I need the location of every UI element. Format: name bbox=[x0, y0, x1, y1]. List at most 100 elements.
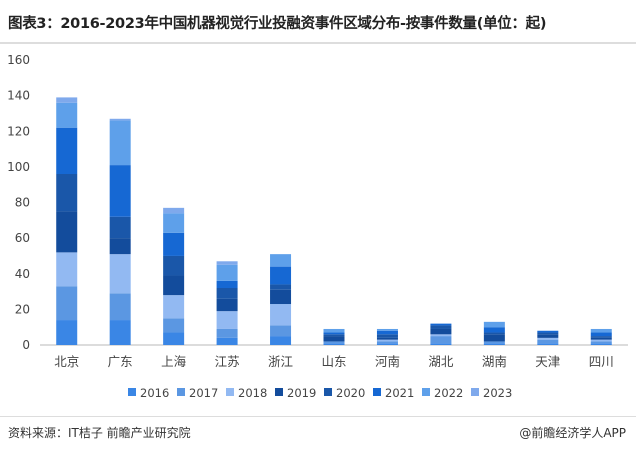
bar-segment-2016 bbox=[270, 336, 292, 345]
bar-segment-2021 bbox=[590, 332, 612, 337]
bar-segment-2020 bbox=[163, 255, 185, 276]
legend-label: 2020 bbox=[336, 386, 365, 400]
bar-segment-2021 bbox=[323, 332, 345, 335]
legend-swatch-2023 bbox=[471, 388, 479, 396]
bar-segment-2021 bbox=[56, 127, 78, 174]
bar-segment-2019 bbox=[590, 337, 612, 340]
bar-segment-2020 bbox=[430, 325, 452, 329]
y-tick-label: 40 bbox=[15, 267, 30, 281]
bar-segment-2021 bbox=[216, 280, 238, 288]
x-tick-label: 江苏 bbox=[215, 354, 240, 369]
bar-segment-2022 bbox=[483, 321, 505, 328]
x-tick-label: 湖南 bbox=[482, 354, 507, 369]
bar-segment-2023 bbox=[216, 261, 238, 265]
x-tick-label: 浙江 bbox=[268, 354, 293, 369]
bar-segment-2017 bbox=[430, 336, 452, 344]
bar-segment-2019 bbox=[56, 211, 78, 253]
bar-segment-2020 bbox=[376, 334, 398, 338]
x-tick-label: 广东 bbox=[108, 354, 133, 369]
legend-label: 2019 bbox=[287, 386, 316, 400]
bar-segment-2018 bbox=[163, 295, 185, 319]
bar-segment-2022 bbox=[163, 213, 185, 233]
divider bbox=[0, 416, 636, 417]
y-tick-label: 120 bbox=[7, 124, 30, 138]
legend-label: 2016 bbox=[140, 386, 169, 400]
x-tick-label: 河南 bbox=[375, 354, 400, 369]
bar-segment-2021 bbox=[109, 165, 131, 217]
bar-segment-2016 bbox=[163, 332, 185, 345]
credit-note: @前瞻经济学人APP bbox=[519, 426, 626, 440]
legend-label: 2022 bbox=[434, 386, 463, 400]
bar-segment-2022 bbox=[216, 264, 238, 281]
bar-segment-2018 bbox=[216, 311, 238, 329]
bar-segment-2017 bbox=[216, 328, 238, 338]
bar-segment-2017 bbox=[270, 325, 292, 337]
bar-segment-2018 bbox=[430, 334, 452, 337]
bar-segment-2020 bbox=[483, 332, 505, 335]
bar-segment-2019 bbox=[537, 334, 559, 338]
legend-swatch-2022 bbox=[422, 388, 430, 396]
bar-segment-2021 bbox=[376, 330, 398, 335]
x-tick-label: 上海 bbox=[161, 354, 187, 369]
source-note: 资料来源：IT桔子 前瞻产业研究院 bbox=[8, 426, 191, 440]
legend-swatch-2018 bbox=[226, 388, 234, 396]
bar-segment-2018 bbox=[376, 339, 398, 342]
bar-segment-2022 bbox=[109, 120, 131, 166]
x-tick-label: 湖北 bbox=[428, 354, 454, 369]
bar-segment-2020 bbox=[270, 284, 292, 290]
x-tick-label: 北京 bbox=[54, 354, 79, 369]
bar-segment-2017 bbox=[323, 341, 345, 344]
bar-segment-2019 bbox=[430, 328, 452, 335]
legend-swatch-2017 bbox=[177, 388, 185, 396]
bar-segment-2019 bbox=[270, 289, 292, 305]
bar-segment-2016 bbox=[56, 320, 78, 345]
bar-segment-2017 bbox=[376, 341, 398, 344]
y-tick-label: 0 bbox=[22, 338, 30, 352]
legend-swatch-2019 bbox=[275, 388, 283, 396]
bar-segment-2022 bbox=[270, 254, 292, 267]
legend-label: 2018 bbox=[238, 386, 267, 400]
bar-segment-2016 bbox=[376, 343, 398, 345]
bar-segment-2022 bbox=[590, 328, 612, 333]
bar-segment-2023 bbox=[109, 118, 131, 121]
bar-segment-2018 bbox=[109, 254, 131, 294]
legend-swatch-2021 bbox=[373, 388, 381, 396]
bar-segment-2016 bbox=[323, 343, 345, 345]
bar-segment-2016 bbox=[109, 320, 131, 345]
y-tick-label: 80 bbox=[15, 196, 30, 210]
bar-segment-2016 bbox=[537, 343, 559, 345]
x-tick-label: 山东 bbox=[321, 354, 346, 369]
y-tick-label: 160 bbox=[7, 53, 30, 67]
x-tick-label: 天津 bbox=[535, 354, 560, 369]
bar-segment-2016 bbox=[430, 343, 452, 345]
bar-segment-2023 bbox=[163, 207, 185, 214]
bar-segment-2017 bbox=[56, 286, 78, 321]
bar-segment-2018 bbox=[590, 339, 612, 342]
legend-label: 2023 bbox=[483, 386, 512, 400]
bar-segment-2021 bbox=[537, 330, 559, 333]
bar-segment-2017 bbox=[483, 341, 505, 344]
bar-segment-2017 bbox=[537, 339, 559, 344]
bar-segment-2019 bbox=[323, 336, 345, 342]
bar-segment-2017 bbox=[163, 318, 185, 333]
chart-title: 图表3：2016-2023年中国机器视觉行业投融资事件区域分布-按事件数量(单位… bbox=[8, 16, 547, 32]
bar-segment-2019 bbox=[163, 275, 185, 296]
bar-segment-2016 bbox=[483, 343, 505, 345]
bar-segment-2021 bbox=[483, 327, 505, 333]
bar-segment-2021 bbox=[163, 232, 185, 256]
bar-segment-2019 bbox=[216, 298, 238, 312]
legend-label: 2021 bbox=[385, 386, 414, 400]
bar-segment-2022 bbox=[323, 328, 345, 333]
legend-swatch-2016 bbox=[128, 388, 136, 396]
bar-segment-2020 bbox=[216, 288, 238, 299]
bar-segment-2019 bbox=[376, 337, 398, 340]
bar-segment-2018 bbox=[537, 337, 559, 340]
bar-segment-2017 bbox=[590, 341, 612, 344]
bar-segment-2016 bbox=[590, 343, 612, 345]
divider bbox=[0, 42, 636, 44]
bar-segment-2022 bbox=[376, 328, 398, 331]
legend-swatch-2020 bbox=[324, 388, 332, 396]
bar-segment-2018 bbox=[270, 304, 292, 326]
